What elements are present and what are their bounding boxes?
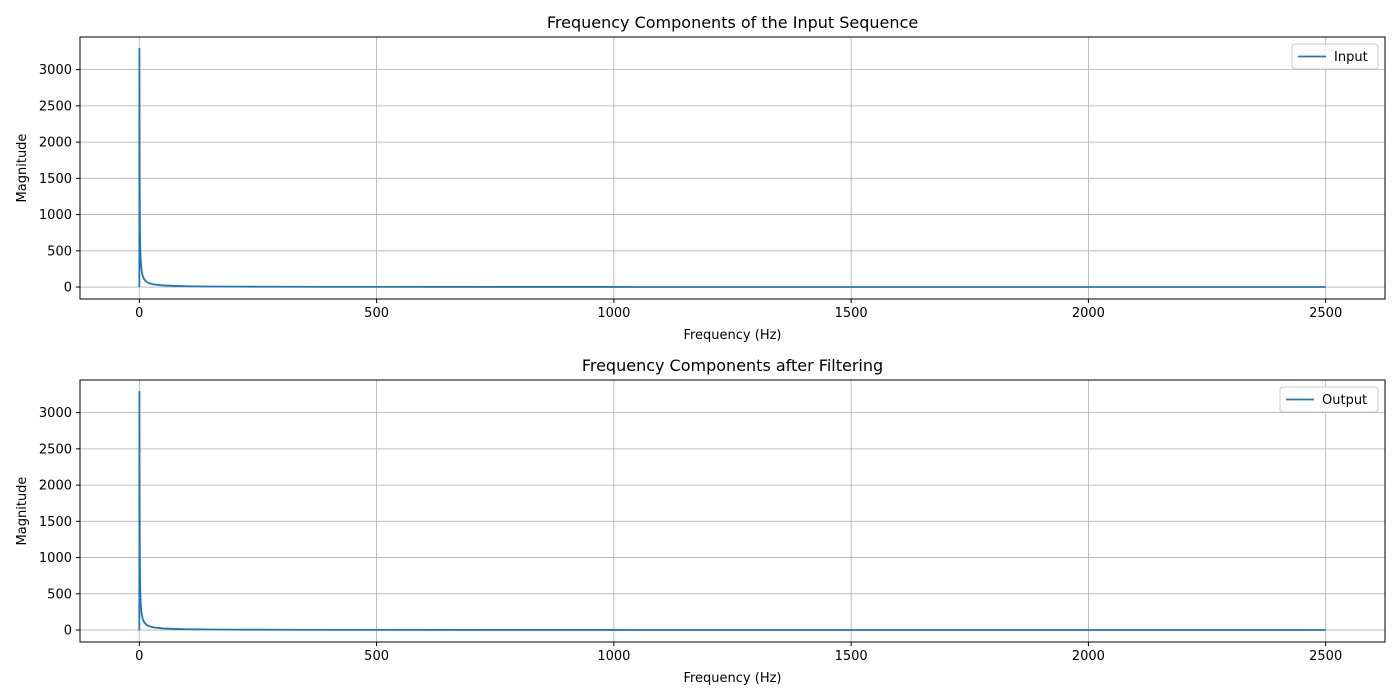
legend-box: [1279, 386, 1379, 413]
x-tick-label: 2000: [1072, 649, 1105, 664]
y-tick-label: 2000: [39, 479, 72, 494]
y-tick-label: 2500: [39, 442, 72, 457]
legend: Output: [1279, 386, 1379, 413]
x-tick-label: 0: [135, 306, 143, 321]
legend-entry-label: Output: [1322, 393, 1367, 408]
x-tick-label: 2000: [1072, 306, 1105, 321]
chart-panel-1: 0 500 1000 1500 2000 2500 0 500 1000 1500 2000 2500…: [15, 13, 1386, 343]
y-axis-label: Magnitude: [15, 134, 30, 203]
y-tick-label: 0: [64, 281, 72, 296]
chart-panel-2: 0 500 1000 1500 2000 2500 0 500 1000 1500 2000 2500…: [15, 356, 1386, 686]
y-tick-label: 1000: [39, 551, 72, 566]
x-tick-label: 2500: [1309, 306, 1342, 321]
x-axis-label: Frequency (Hz): [683, 671, 781, 686]
legend-entry-label: Input: [1334, 50, 1368, 65]
y-tick-label: 1500: [39, 172, 72, 187]
y-tick-label: 500: [47, 587, 72, 602]
x-tick-label: 1000: [597, 306, 630, 321]
chart-title: Frequency Components after Filtering: [582, 356, 883, 375]
y-axis-label: Magnitude: [15, 477, 30, 546]
y-tick-label: 1500: [39, 515, 72, 530]
x-tick-label: 0: [135, 649, 143, 664]
x-tick-label: 2500: [1309, 649, 1342, 664]
y-tick-label: 500: [47, 244, 72, 259]
x-axis-label: Frequency (Hz): [683, 328, 781, 343]
y-tick-label: 0: [64, 624, 72, 639]
series-line-input: [138, 47, 1326, 288]
plot-area-frame: [79, 379, 1386, 643]
y-tick-label: 2000: [39, 136, 72, 151]
x-tick-label: 1500: [835, 649, 868, 664]
x-tick-label: 1000: [597, 649, 630, 664]
legend-box: [1291, 43, 1379, 70]
y-tick-label: 3000: [39, 63, 72, 78]
legend: Input: [1291, 43, 1379, 70]
x-tick-label: 500: [364, 306, 389, 321]
x-tick-label: 500: [364, 649, 389, 664]
x-tick-label: 1500: [835, 306, 868, 321]
y-tick-label: 2500: [39, 99, 72, 114]
y-tick-label: 3000: [39, 406, 72, 421]
series-line-output: [138, 390, 1326, 631]
y-tick-label: 1000: [39, 208, 72, 223]
plot-area-frame: [79, 36, 1386, 300]
chart-title: Frequency Components of the Input Sequen…: [547, 13, 918, 32]
